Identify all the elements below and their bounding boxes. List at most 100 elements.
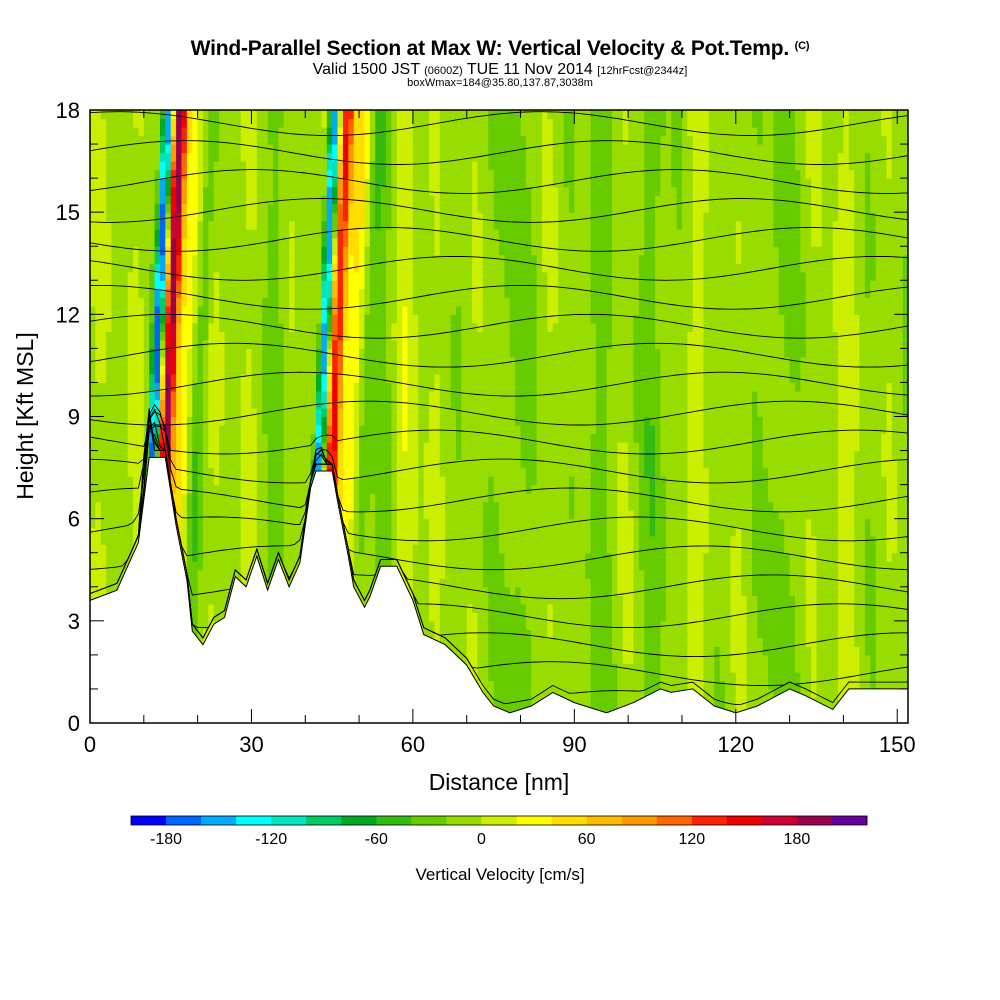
- field-cell: [429, 586, 436, 596]
- field-cell: [192, 203, 199, 213]
- field-cell: [364, 271, 371, 281]
- field-cell: [450, 586, 457, 596]
- field-cell: [181, 322, 188, 332]
- field-cell: [445, 297, 452, 307]
- field-cell: [203, 620, 209, 630]
- field-cell: [294, 425, 301, 435]
- field-cell: [364, 510, 371, 520]
- field-cell: [342, 484, 349, 494]
- field-cell: [423, 578, 430, 588]
- field-cell: [111, 305, 118, 315]
- field-cell: [240, 365, 247, 375]
- field-cell: [262, 501, 269, 511]
- field-cell: [364, 390, 371, 401]
- field-cell: [100, 425, 107, 435]
- field-cell: [208, 348, 215, 358]
- field-cell: [445, 178, 452, 188]
- field-cell: [154, 314, 161, 324]
- field-cell: [133, 382, 140, 392]
- field-cell: [412, 484, 419, 494]
- field-cell: [186, 561, 193, 571]
- field-cell: [100, 246, 107, 256]
- field-cell: [402, 127, 409, 137]
- field-cell: [294, 356, 301, 367]
- field-cell: [192, 612, 199, 622]
- field-cell: [445, 569, 452, 579]
- field-cell: [116, 152, 123, 162]
- field-cell: [278, 442, 285, 452]
- field-cell: [402, 407, 409, 418]
- field-cell: [299, 186, 306, 196]
- field-cell: [294, 544, 301, 554]
- field-cell: [122, 118, 129, 128]
- field-cell: [154, 161, 161, 171]
- field-cell: [445, 280, 452, 290]
- field-cell: [407, 229, 414, 239]
- field-cell: [353, 271, 360, 281]
- field-cell: [385, 254, 392, 264]
- field-cell: [434, 356, 441, 367]
- field-cell: [127, 280, 134, 290]
- field-cell: [133, 135, 140, 145]
- field-cell: [229, 339, 236, 349]
- field-cell: [369, 314, 376, 324]
- field-cell: [364, 263, 371, 273]
- field-cell: [289, 118, 296, 128]
- field-cell: [348, 169, 355, 179]
- field-cell: [133, 407, 140, 418]
- field-cell: [106, 297, 113, 307]
- field-cell: [348, 459, 355, 469]
- field-cell: [396, 263, 403, 273]
- field-cell: [100, 186, 107, 196]
- field-cell: [385, 348, 392, 358]
- field-cell: [133, 280, 140, 290]
- field-cell: [192, 144, 199, 154]
- field-cell: [375, 229, 382, 239]
- field-cell: [337, 152, 344, 162]
- field-cell: [213, 459, 220, 469]
- field-cell: [143, 203, 150, 213]
- field-cell: [412, 280, 419, 290]
- field-cell: [326, 254, 333, 264]
- field-cell: [197, 229, 204, 239]
- field-cell: [321, 254, 328, 264]
- field-cell: [256, 442, 263, 452]
- field-cell: [235, 144, 242, 154]
- field-cell: [90, 493, 96, 503]
- field-cell: [326, 297, 333, 307]
- field-cell: [176, 484, 183, 494]
- field-cell: [106, 271, 113, 281]
- field-cell: [267, 425, 274, 435]
- field-cell: [159, 203, 166, 213]
- field-cell: [316, 356, 323, 367]
- field-cell: [396, 178, 403, 188]
- field-cell: [203, 280, 209, 290]
- field-cell: [418, 484, 425, 494]
- field-cell: [203, 135, 209, 145]
- field-cell: [100, 578, 107, 588]
- field-cell: [429, 254, 436, 264]
- field-cell: [159, 399, 166, 409]
- field-cell: [450, 603, 457, 613]
- field-cell: [208, 578, 215, 588]
- field-cell: [455, 169, 462, 179]
- field-cell: [283, 382, 290, 392]
- field-cell: [326, 144, 333, 154]
- field-cell: [461, 595, 468, 605]
- field-cell: [348, 152, 355, 162]
- field-cell: [186, 280, 193, 290]
- field-cell: [143, 152, 150, 162]
- field-cell: [369, 254, 376, 264]
- field-cell: [450, 237, 457, 247]
- field-cell: [192, 416, 199, 426]
- field-cell: [402, 493, 409, 503]
- field-cell: [272, 110, 279, 120]
- field-cell: [429, 459, 436, 469]
- field-cell: [127, 425, 134, 435]
- field-cell: [455, 493, 462, 503]
- field-cell: [133, 476, 140, 486]
- field-cell: [429, 246, 436, 256]
- field-cell: [289, 178, 296, 188]
- field-cell: [116, 161, 123, 171]
- field-cell: [133, 467, 140, 477]
